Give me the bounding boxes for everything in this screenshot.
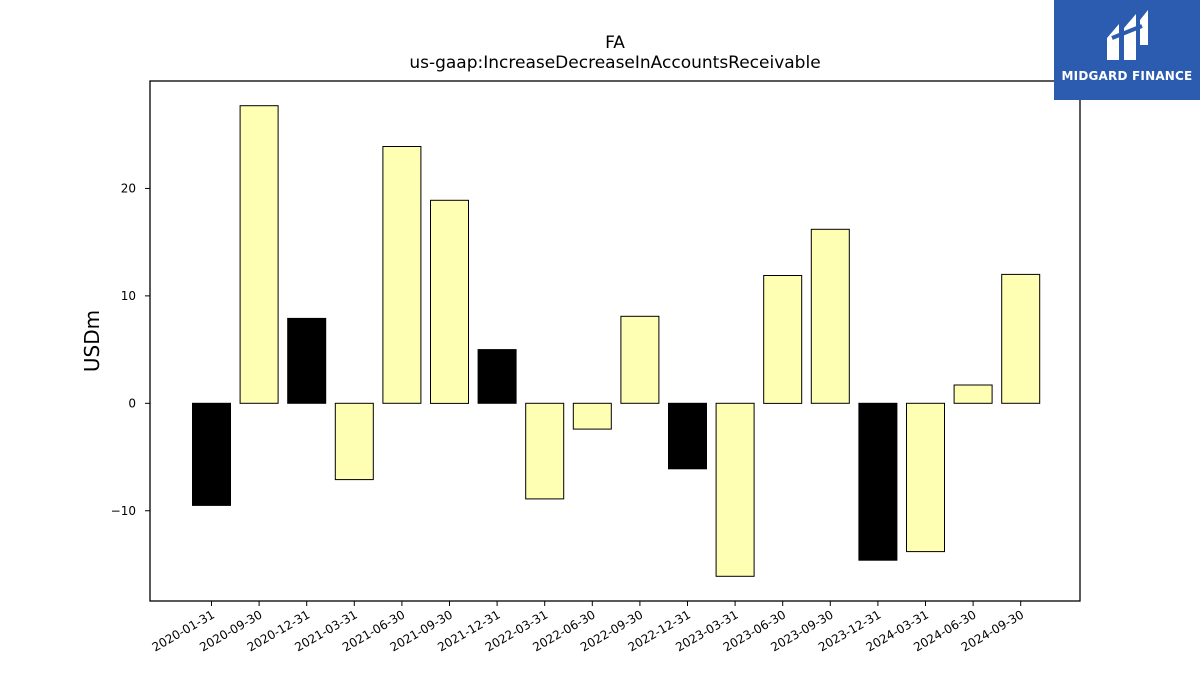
bar-2022-03-31 bbox=[525, 402, 565, 500]
bar-2022-06-30 bbox=[572, 402, 612, 430]
bar-2020-09-30 bbox=[239, 105, 279, 404]
y-tick-label: 10 bbox=[121, 289, 136, 303]
bar-2020-01-31 bbox=[192, 402, 231, 506]
bar-2023-12-31 bbox=[858, 402, 898, 561]
bar-2021-12-31 bbox=[477, 349, 517, 404]
bar-2023-06-30 bbox=[763, 275, 803, 404]
x-axis-ticks: 2020-01-312020-09-302020-12-312021-03-31… bbox=[150, 601, 1026, 654]
bar-2023-03-31 bbox=[715, 402, 755, 577]
chart-title: FA bbox=[605, 33, 625, 53]
bar-2023-09-30 bbox=[810, 228, 850, 404]
bar-2024-06-30 bbox=[953, 384, 993, 404]
bar-2024-09-30 bbox=[1001, 273, 1041, 404]
bar-2021-09-30 bbox=[430, 199, 469, 404]
y-tick-label: −10 bbox=[111, 504, 136, 518]
y-tick-label: 0 bbox=[128, 396, 136, 410]
bars-group bbox=[192, 105, 1041, 577]
y-tick-label: 20 bbox=[121, 181, 136, 195]
logo-text: MIDGARD FINANCE bbox=[1061, 69, 1193, 83]
bar-2022-12-31 bbox=[668, 402, 707, 470]
bar-2020-12-31 bbox=[287, 317, 327, 404]
mf-monogram-icon bbox=[1107, 10, 1148, 60]
chart-subtitle: us-gaap:IncreaseDecreaseInAccountsReceiv… bbox=[409, 53, 820, 73]
bar-2024-03-31 bbox=[906, 402, 945, 553]
bar-2021-06-30 bbox=[382, 146, 422, 404]
plot-frame bbox=[149, 80, 1081, 602]
y-axis-label: USDm bbox=[80, 310, 104, 372]
y-axis-ticks: −10 0 10 20 bbox=[111, 181, 150, 518]
midgard-finance-logo: MIDGARD FINANCE bbox=[1054, 0, 1200, 100]
bar-2021-03-31 bbox=[334, 402, 374, 481]
bar-2022-09-30 bbox=[620, 315, 660, 404]
